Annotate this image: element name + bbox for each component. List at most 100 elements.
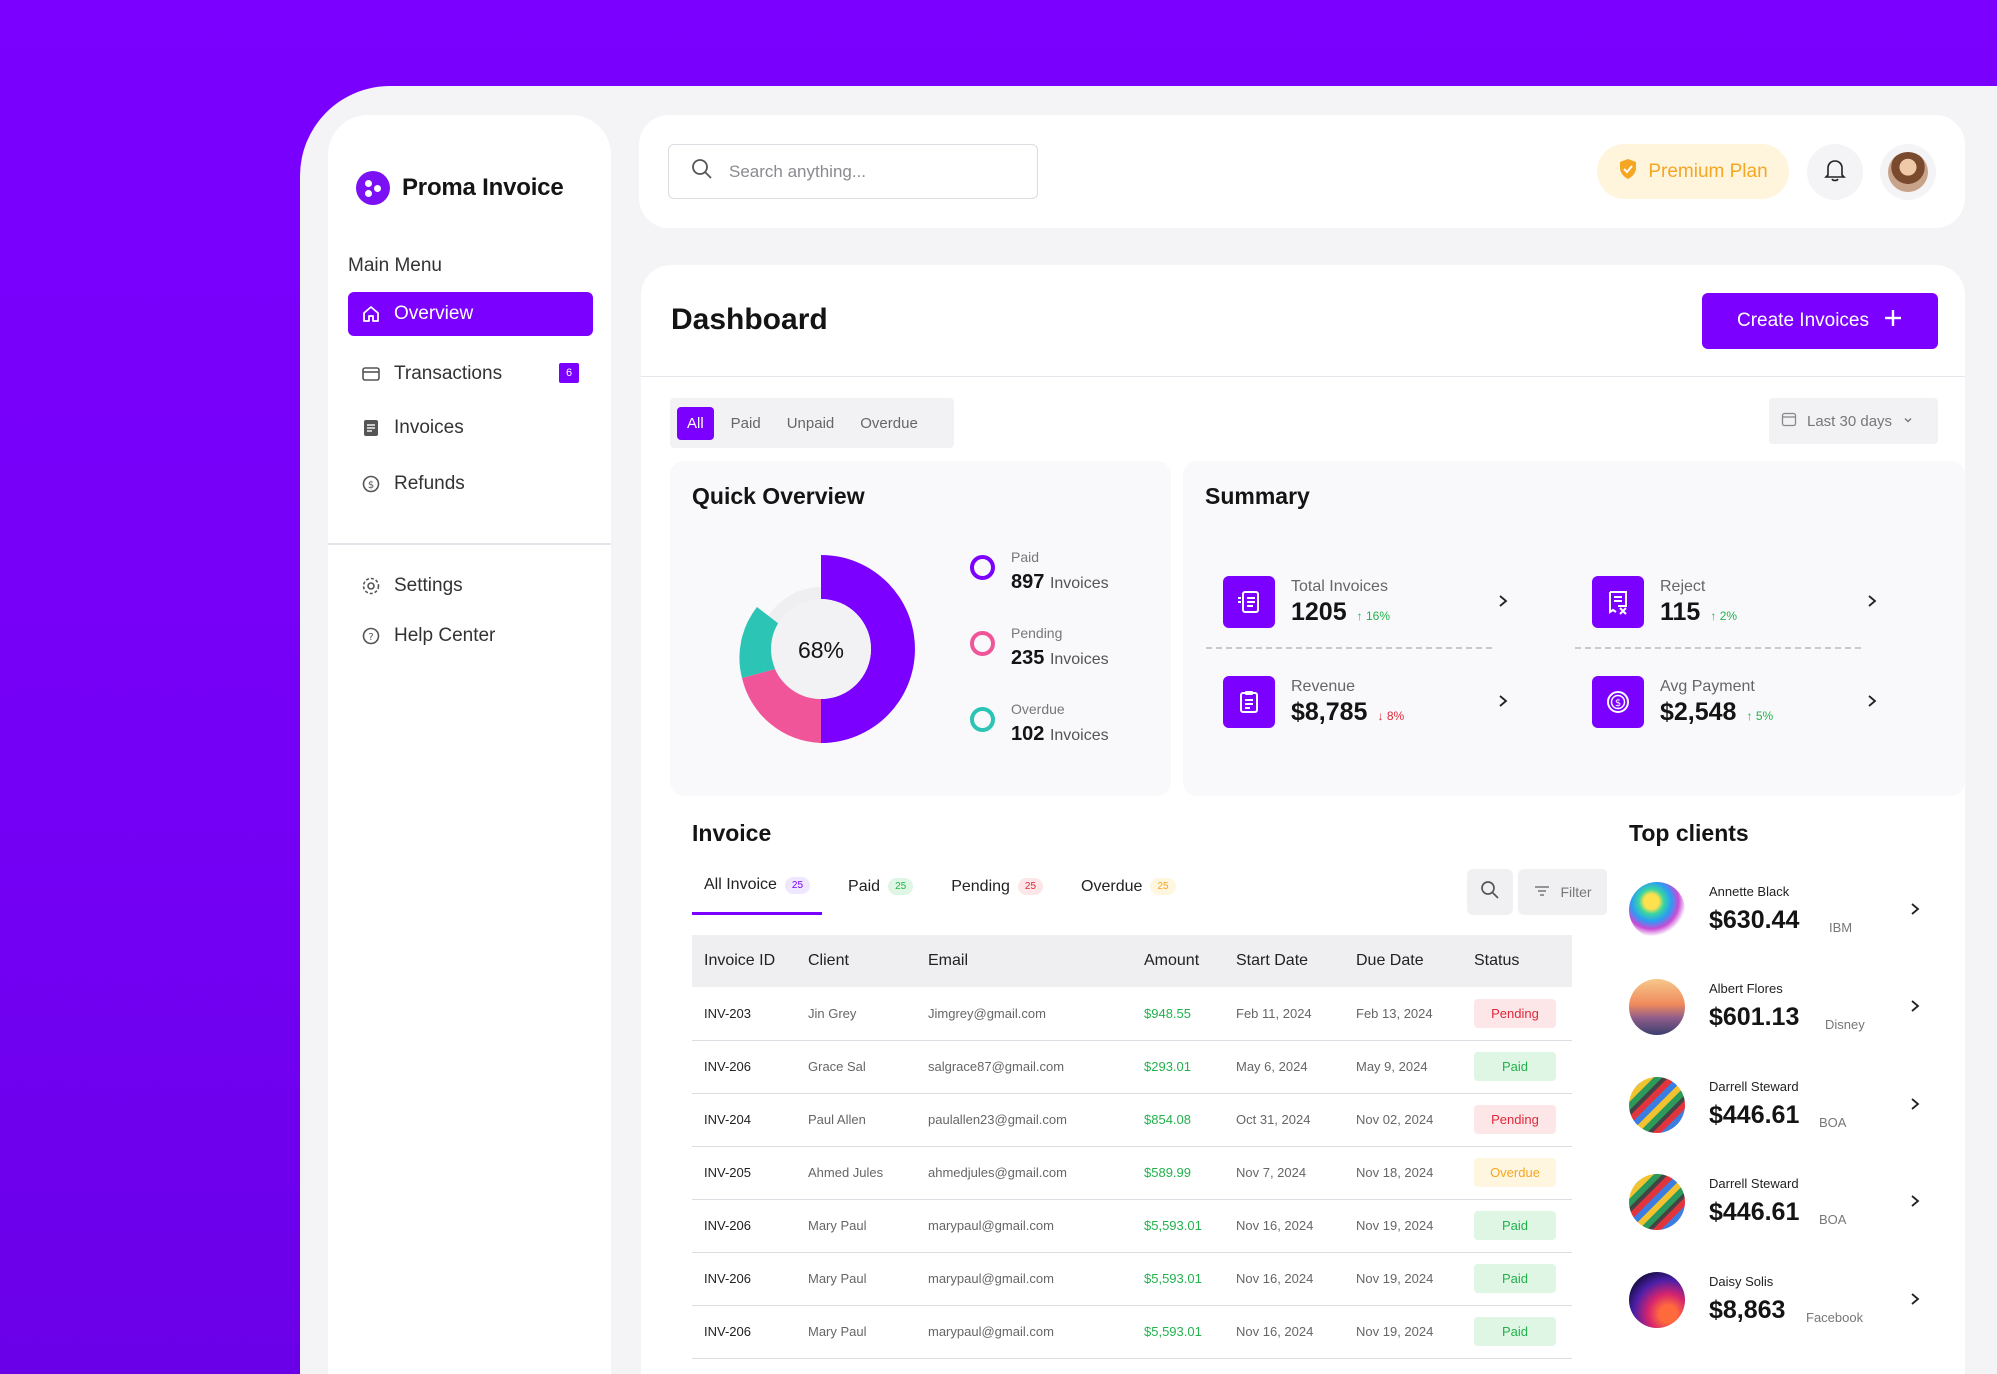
premium-plan-label: Premium Plan (1648, 160, 1768, 182)
client-item[interactable]: Darrell Steward $446.61 BOA (1629, 1077, 1929, 1137)
invoice-search-button[interactable] (1467, 869, 1513, 915)
cell-amount: $589.99 (1144, 1165, 1191, 1180)
table-row[interactable]: INV-205 Ahmed Jules ahmedjules@gmail.com… (692, 1146, 1572, 1199)
tab-all-invoice[interactable]: All Invoice 25 (692, 876, 823, 915)
summary-item-revenue[interactable]: Revenue $8,785 ↓ 8% (1223, 676, 1508, 728)
column-header[interactable]: Due Date (1356, 952, 1424, 969)
status-badge: Pending (1474, 998, 1556, 1028)
cell-start-date: May 6, 2024 (1236, 1059, 1308, 1074)
legend-value: 102 (1011, 723, 1045, 745)
cell-due-date: Nov 19, 2024 (1356, 1324, 1434, 1339)
client-company: BOA (1819, 1212, 1847, 1227)
invoice-filter-button[interactable]: Filter (1518, 869, 1608, 915)
search-input[interactable] (729, 161, 1009, 182)
summary-label: Reject (1660, 577, 1706, 595)
cell-start-date: Oct 31, 2024 (1236, 1112, 1311, 1127)
refund-icon: $ (360, 473, 382, 495)
summary-item-avg-payment[interactable]: $ Avg Payment $2,548 ↑ 5% (1592, 676, 1877, 728)
client-item[interactable]: Albert Flores $601.13 Disney (1629, 979, 1929, 1039)
legend-item-overdue: Overdue 102 Invoices (970, 701, 1109, 746)
chevron-right-icon (1497, 592, 1509, 613)
invoice-panel: Invoice All Invoice 25 Paid 25 Pending 2… (670, 798, 1608, 1374)
filter-label: Filter (1560, 884, 1592, 900)
table-row[interactable]: INV-206 Mary Paul marypaul@gmail.com $5,… (692, 1305, 1572, 1358)
chevron-right-icon (1909, 1095, 1921, 1116)
filter-overdue[interactable]: Overdue (860, 414, 918, 432)
filter-paid[interactable]: Paid (730, 414, 761, 432)
tab-label: Pending (951, 877, 1010, 895)
donut-slice-paid (821, 555, 915, 743)
summary-value: 115 (1660, 597, 1701, 626)
column-header[interactable]: Amount (1144, 952, 1200, 969)
cell-email: marypaul@gmail.com (928, 1218, 1054, 1233)
legend-ring-overdue (970, 707, 995, 732)
summary-item-reject[interactable]: Reject 115 ↑ 2% (1592, 576, 1877, 628)
chevron-right-icon (1909, 900, 1921, 921)
sidebar-item-invoices[interactable]: Invoices (348, 406, 593, 450)
table-row[interactable]: INV-206 Grace Sal salgrace87@gmail.com $… (692, 1040, 1572, 1093)
sidebar-item-transactions[interactable]: Transactions 6 (348, 352, 593, 396)
donut-hole (771, 599, 871, 699)
table-row[interactable]: INV-206 Mary Paul marypaul@gmail.com $5,… (692, 1252, 1572, 1305)
header-divider (641, 376, 1965, 377)
client-item[interactable]: Annette Black $630.44 IBM (1629, 882, 1929, 942)
top-clients-panel: Top clients Annette Black $630.44 IBM Al… (1607, 798, 1965, 1374)
sidebar-item-settings[interactable]: Settings (348, 564, 593, 608)
legend-ring-pending (970, 631, 995, 656)
column-header[interactable]: Start Date (1236, 952, 1309, 969)
date-range-select[interactable]: Last 30 days (1769, 398, 1938, 444)
notification-button[interactable] (1807, 144, 1863, 200)
table-row[interactable]: INV-206 Mary Paul marypaul@gmail.com $5,… (692, 1199, 1572, 1252)
cell-due-date: Nov 19, 2024 (1356, 1271, 1434, 1286)
chevron-right-icon (1909, 997, 1921, 1018)
donut-slice-overdue (739, 607, 783, 678)
cell-amount: $5,593.01 (1144, 1324, 1202, 1339)
tab-pending[interactable]: Pending 25 (939, 876, 1055, 915)
filter-all[interactable]: All (677, 406, 714, 440)
client-company: Disney (1825, 1017, 1865, 1032)
status-badge: Paid (1474, 1052, 1556, 1081)
summary-title: Summary (1205, 483, 1310, 509)
tab-overdue[interactable]: Overdue 25 (1069, 876, 1188, 915)
summary-separator (1206, 647, 1492, 649)
date-range-label: Last 30 days (1807, 412, 1893, 430)
cell-invoice-id: INV-204 (704, 1112, 751, 1127)
tab-paid[interactable]: Paid 25 (836, 876, 925, 915)
create-invoices-button[interactable]: Create Invoices (1702, 293, 1938, 349)
column-header[interactable]: Email (928, 952, 969, 969)
legend-value-line: 235 Invoices (1011, 647, 1109, 670)
premium-plan-badge[interactable]: Premium Plan (1597, 144, 1789, 199)
help-icon: ? (360, 625, 382, 647)
client-item[interactable]: Daisy Solis $8,863 Facebook (1629, 1272, 1929, 1332)
search-box[interactable] (668, 144, 1038, 199)
filter-unpaid[interactable]: Unpaid (786, 414, 835, 432)
sidebar-item-help-center[interactable]: ? Help Center (348, 614, 593, 658)
transactions-badge: 6 (559, 363, 579, 383)
client-avatar (1629, 1272, 1685, 1328)
cell-status: Paid (1462, 1199, 1572, 1252)
summary-trend: 5% (1755, 708, 1774, 723)
cell-due-date: May 9, 2024 (1356, 1059, 1428, 1074)
calendar-icon (1781, 411, 1797, 431)
user-avatar-button[interactable] (1880, 144, 1936, 200)
sidebar-item-overview[interactable]: Overview (348, 292, 593, 336)
client-amount: $630.44 (1709, 906, 1800, 934)
table-row[interactable]: INV-204 Paul Allen paulallen23@gmail.com… (692, 1093, 1572, 1146)
summary-label: Revenue (1291, 677, 1356, 695)
shield-check-icon (1618, 158, 1638, 186)
trend-up-indicator: ↑ 2% (1710, 608, 1738, 623)
brand[interactable]: Proma Invoice (356, 171, 564, 205)
client-item[interactable]: Darrell Steward $446.61 BOA (1629, 1174, 1929, 1234)
sidebar-item-label: Transactions (394, 363, 503, 384)
cell-invoice-id: INV-206 (704, 1059, 751, 1074)
avatar (1888, 152, 1928, 192)
column-header[interactable]: Client (808, 952, 849, 969)
table-row[interactable]: INV-203 Jin Grey Jimgrey@gmail.com $948.… (692, 987, 1572, 1040)
sidebar-item-refunds[interactable]: $ Refunds (348, 462, 593, 506)
bell-icon (1824, 158, 1846, 187)
top-clients-title: Top clients (1629, 820, 1749, 846)
column-header[interactable]: Status (1474, 952, 1520, 969)
column-header[interactable]: Invoice ID (704, 952, 776, 969)
summary-item-total-invoices[interactable]: Total Invoices 1205 ↑ 16% (1223, 576, 1508, 628)
cell-due-date: Nov 02, 2024 (1356, 1112, 1434, 1127)
